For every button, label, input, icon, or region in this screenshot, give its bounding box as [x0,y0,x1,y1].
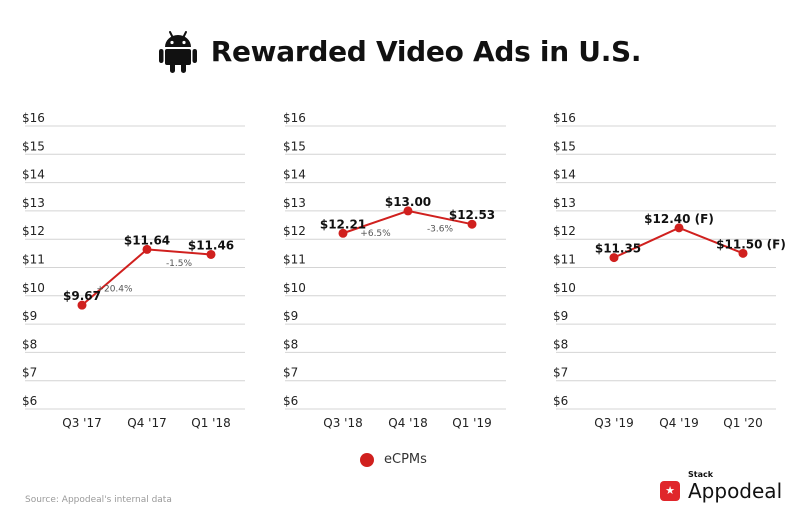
data-point [142,244,152,254]
source-note: Source: Appodeal's internal data [25,495,172,505]
y-tick-label: $12 [22,224,45,238]
y-tick-label: $8 [553,337,568,351]
brand-name: Appodeal [688,479,783,503]
y-tick-label: $6 [283,394,298,408]
y-tick-label: $14 [553,168,576,182]
data-point [403,206,413,216]
y-tick-label: $10 [22,281,45,295]
y-tick-label: $10 [283,281,306,295]
y-tick-label: $7 [283,366,298,380]
y-tick-label: $8 [283,337,298,351]
y-tick-label: $8 [22,337,37,351]
data-point [738,248,748,258]
data-label: $13.00 [385,195,431,209]
y-tick-label: $14 [22,168,45,182]
x-tick-label: Q4 '17 [127,416,166,430]
y-tick-label: $11 [22,253,45,267]
y-tick-label: $6 [22,394,37,408]
x-tick-label: Q3 '18 [323,416,362,430]
data-label: $11.35 [595,242,641,256]
data-point [674,223,684,233]
y-tick-label: $7 [22,366,37,380]
y-tick-label: $16 [22,111,45,125]
chart-title-row: Rewarded Video Ads in U.S. [0,26,800,76]
x-tick-label: Q3 '17 [62,416,101,430]
y-tick-label: $9 [553,309,568,323]
y-tick-label: $11 [283,253,306,267]
y-tick-label: $9 [22,309,37,323]
data-point [609,253,619,263]
data-point [467,219,477,229]
x-tick-label: Q4 '18 [388,416,427,430]
y-tick-label: $13 [22,196,45,210]
data-point [338,228,348,238]
y-tick-label: $6 [553,394,568,408]
y-tick-label: $15 [283,139,306,153]
data-label: $9.67 [63,289,101,303]
y-tick-label: $15 [22,139,45,153]
data-label: $11.46 [188,238,234,252]
legend-label: eCPMs [384,452,427,467]
data-label: $11.64 [124,233,170,247]
data-label: $12.21 [320,217,366,231]
x-tick-label: Q3 '19 [594,416,633,430]
y-tick-label: $11 [553,253,576,267]
y-tick-label: $12 [553,224,576,238]
y-tick-label: $9 [283,309,298,323]
y-tick-label: $15 [553,139,576,153]
change-label: -3.6% [427,225,454,235]
y-tick-label: $7 [553,366,568,380]
legend: eCPMs [360,452,427,467]
android-icon [158,31,197,73]
y-tick-label: $16 [283,111,306,125]
y-tick-label: $14 [283,168,306,182]
y-tick-label: $12 [283,224,306,238]
change-label: +6.5% [360,229,391,239]
brand-stack-label: Stack [688,470,714,479]
change-label: +20.4% [96,284,133,294]
y-tick-label: $13 [553,196,576,210]
data-label: $12.53 [449,208,495,222]
x-tick-label: Q4 '19 [659,416,698,430]
data-label: $12.40 (F) [644,212,714,226]
x-tick-label: Q1 '20 [723,416,762,430]
y-tick-label: $16 [553,111,576,125]
y-tick-label: $10 [553,281,576,295]
chart-title: Rewarded Video Ads in U.S. [210,34,642,68]
brand-logo: Stack ★ Appodeal [660,470,790,510]
data-label: $11.50 (F) [716,237,786,251]
x-tick-label: Q1 '19 [452,416,491,430]
series-line [81,248,212,306]
data-point [206,249,216,259]
x-tick-label: Q1 '18 [191,416,230,430]
y-tick-label: $13 [283,196,306,210]
change-label: -1.5% [166,259,193,269]
data-point [77,300,87,310]
star-icon: ★ [660,481,680,501]
legend-marker [360,452,374,467]
